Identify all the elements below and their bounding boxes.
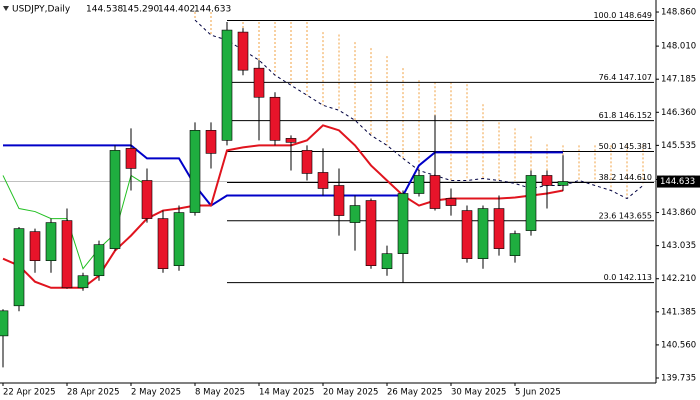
fib-label: 50.0 145.381 [599,142,652,151]
fib-label: 23.6 143.655 [599,211,652,220]
candle-body [381,253,393,270]
candle-body [45,222,57,261]
candle-body [253,67,265,98]
axis-panel [656,0,700,400]
candle-body [413,175,425,194]
indicator-line [3,144,563,207]
candle-body [109,150,121,249]
candle-body [221,29,233,141]
candle-body [29,231,41,261]
candle-body [525,175,537,231]
y-tick-label: 141.385 [661,307,696,317]
indicator-line [2,124,564,289]
candle-body [141,180,153,219]
header-close: 144.633 [194,5,231,15]
candle-body [397,193,409,254]
candle-body [77,275,89,289]
candle-body [189,130,201,213]
price-tag [657,175,700,188]
x-tick-label: 8 May 2025 [195,388,245,398]
x-tick-label: 22 Apr 2025 [3,388,56,398]
fib-label: 76.4 147.107 [599,73,652,82]
y-tick-label: 146.360 [661,108,696,118]
candle-body [269,96,281,141]
fib-label: 100.0 148.649 [593,11,652,20]
x-tick-label: 26 May 2025 [387,388,442,398]
candle-body [493,208,505,249]
price-tag-label: 144.633 [660,177,695,187]
y-tick-label: 143.860 [661,208,696,218]
symbol-label: USDJPY,Daily [12,5,71,15]
candle-body [237,31,249,71]
x-tick-label: 20 May 2025 [323,388,378,398]
candle-body [301,150,313,174]
candle-body [349,205,361,223]
candle-body [205,130,217,154]
candle-body [13,228,25,307]
fib-label: 0.0 142.113 [604,273,652,282]
candle-body [0,310,9,337]
y-tick-label: 148.010 [661,42,696,52]
x-tick-label: 30 May 2025 [451,388,506,398]
indicator-line [194,19,644,200]
header-open: 144.538 [86,5,123,15]
collapse-icon [3,6,9,11]
header-low: 144.402 [158,5,195,15]
candle-body [173,212,185,266]
candle-body [125,148,137,169]
fib-label: 61.8 146.152 [599,111,652,120]
x-tick-label: 5 Jun 2025 [515,388,561,398]
y-tick-label: 142.210 [661,274,696,284]
candle-body [61,220,73,289]
candle-body [509,233,521,256]
y-tick-label: 143.035 [661,241,696,251]
candle-body [461,210,473,259]
y-tick-label: 139.735 [661,373,696,383]
x-tick-label: 28 Apr 2025 [67,388,120,398]
indicator-line [2,174,148,270]
x-tick-label: 2 May 2025 [131,388,181,398]
candle-body [541,175,553,186]
y-tick-label: 147.185 [661,75,696,85]
candle-body [365,200,377,266]
candle-body [285,138,297,143]
y-tick-label: 148.860 [661,8,696,18]
fib-label: 38.2 144.610 [599,173,652,182]
candle-body [333,185,345,216]
candle-body [557,181,569,186]
header-high: 145.290 [122,5,159,15]
candle-body [93,244,105,277]
x-tick-label: 14 May 2025 [259,388,314,398]
candle-body [477,208,489,259]
axis-panel-bottom [0,383,700,400]
candle-body [445,198,457,206]
y-tick-label: 140.560 [661,340,696,350]
candle-body [317,172,329,189]
y-tick-label: 145.535 [661,141,696,151]
candle-body [429,175,441,209]
candle-body [157,218,169,270]
